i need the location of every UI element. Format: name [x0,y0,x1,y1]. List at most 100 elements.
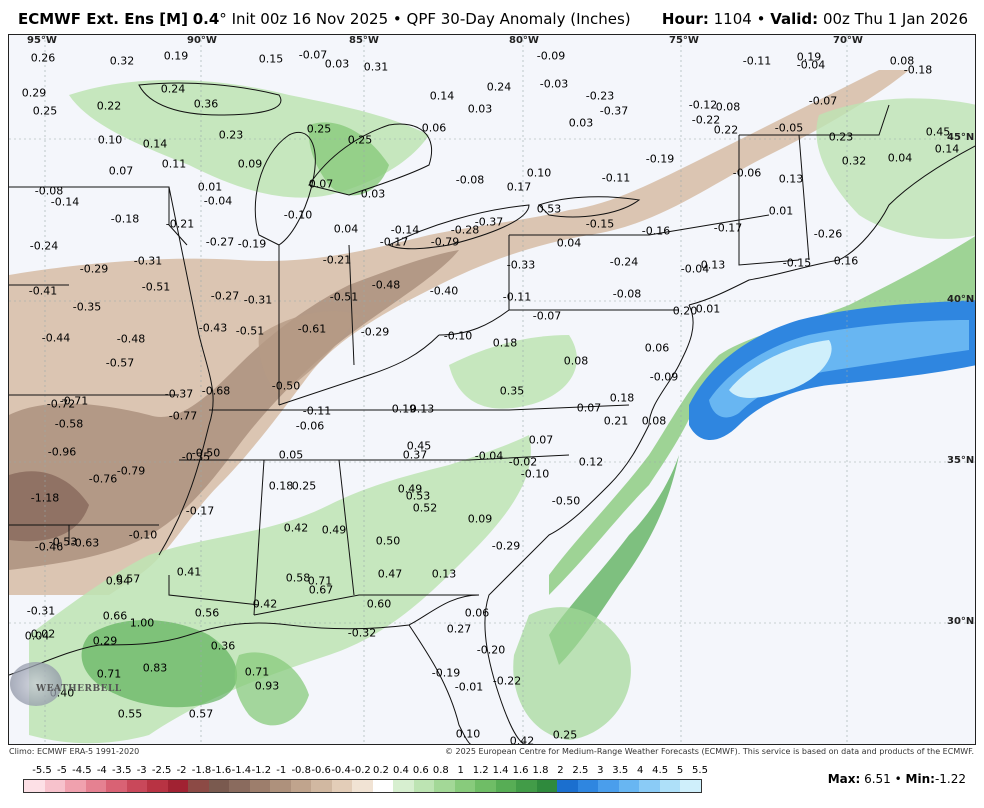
anomaly-value-label: -0.10 [444,330,472,343]
anomaly-value-label: -0.10 [129,529,157,542]
colorbar-tick-label: 1.8 [533,765,549,776]
anomaly-value-label: -0.40 [430,285,458,298]
lon-label-95w: 95°W [27,35,57,46]
separator-1: • [388,10,406,28]
anomaly-value-label: -0.43 [199,322,227,335]
map-canvas[interactable]: 95°W 90°W 85°W 80°W 75°W 70°W 45°N 40°N … [8,34,976,745]
colorbar-tick-label: -1 [276,765,286,776]
anomaly-value-label: 0.29 [22,87,47,100]
anomaly-value-label: 0.25 [33,105,58,118]
anomaly-value-label: 0.25 [292,480,317,493]
anomaly-value-label: 0.56 [195,607,220,620]
wet-area-new-england [816,98,976,238]
anomaly-value-label: 0.01 [769,205,794,218]
anomaly-value-label: 0.32 [110,55,135,68]
lat-label-30n: 30°N [947,616,974,627]
anomaly-value-label: 0.04 [888,152,913,165]
colorbar-swatch [496,780,517,792]
anomaly-value-label: -0.19 [646,153,674,166]
anomaly-value-label: -0.01 [455,681,483,694]
anomaly-value-label: 0.03 [361,188,386,201]
colorbar-tick-label: -2.5 [152,765,172,776]
anomaly-value-label: 0.18 [610,392,635,405]
colorbar-tick-label: 2.5 [572,765,588,776]
anomaly-value-label: 0.37 [403,449,428,462]
hour-label: Hour: [662,10,709,28]
colorbar-swatch [373,780,394,792]
anomaly-value-label: 0.55 [118,708,143,721]
colorbar-swatch [332,780,353,792]
anomaly-value-label: -0.17 [186,505,214,518]
anomaly-value-label: -0.23 [586,90,614,103]
anomaly-value-label: -0.24 [610,256,638,269]
colorbar-tick-label: -1.2 [252,765,272,776]
colorbar-swatch [578,780,599,792]
anomaly-value-label: -0.06 [296,420,324,433]
colorbar-tick-label: 0.6 [413,765,429,776]
model-name: ECMWF Ext. Ens [M] [18,10,188,28]
colorbar-swatch [250,780,271,792]
colorbar-tick-label: -4.5 [72,765,92,776]
anomaly-value-label: -0.29 [492,540,520,553]
anomaly-value-label: 0.03 [325,58,350,71]
anomaly-value-label: -0.76 [89,473,117,486]
colorbar-swatch [598,780,619,792]
anomaly-value-label: -0.33 [507,259,535,272]
anomaly-value-label: 0.01 [696,303,721,316]
colorbar-tick-label: -3 [137,765,147,776]
anomaly-value-label: -0.37 [165,388,193,401]
colorbar-tick-label: -3.5 [112,765,132,776]
anomaly-value-label: 0.29 [93,635,118,648]
anomaly-value-label: 0.93 [255,680,280,693]
anomaly-value-label: -0.09 [650,371,678,384]
anomaly-value-label: -0.10 [521,468,549,481]
colorbar-swatch [455,780,476,792]
colorbar-swatch [147,780,168,792]
anomaly-value-label: -0.19 [432,667,460,680]
colorbar-tick-label: -1.6 [212,765,232,776]
anomaly-value-label: -1.18 [31,492,59,505]
anomaly-value-label: 0.08 [642,415,667,428]
anomaly-value-label: 0.26 [31,52,56,65]
anomaly-value-label: 0.67 [309,584,334,597]
copyright-note: © 2025 European Centre for Medium-Range … [445,747,974,756]
anomaly-value-label: -0.18 [904,64,932,77]
anomaly-value-label: -0.51 [236,325,264,338]
lon-label-85w: 85°W [349,35,379,46]
anomaly-value-label: 0.36 [194,98,219,111]
anomaly-value-label: 0.57 [189,708,214,721]
anomaly-value-label: -0.04 [204,195,232,208]
anomaly-value-label: -0.50 [272,380,300,393]
anomaly-value-label: -0.03 [540,78,568,91]
anomaly-value-label: -0.37 [600,105,628,118]
anomaly-value-label: -0.06 [733,167,761,180]
resolution: 0.4 [193,10,220,28]
anomaly-value-label: -0.72 [47,398,75,411]
anomaly-value-label: -0.17 [380,236,408,249]
colorbar-swatch [393,780,414,792]
anomaly-value-label: 0.19 [164,50,189,63]
colorbar-swatch [619,780,640,792]
anomaly-value-label: 0.45 [926,126,951,139]
anomaly-value-label: 0.83 [143,662,168,675]
anomaly-value-label: 0.25 [307,123,332,136]
anomaly-value-label: 0.14 [430,90,455,103]
anomaly-value-label: 0.13 [432,568,457,581]
anomaly-value-label: 0.10 [98,134,123,147]
colorbar-tick-label: -5 [57,765,67,776]
anomaly-value-label: -0.46 [35,541,63,554]
title-right: Hour: 1104 • Valid: 00z Thu 1 Jan 2026 [662,10,968,28]
anomaly-value-label: 0.71 [97,668,122,681]
colorbar-tick-label: 4.5 [652,765,668,776]
anomaly-value-label: 0.32 [842,155,867,168]
anomaly-value-label: 0.12 [579,456,604,469]
max-min-readout: Max: 6.51 • Min:-1.22 [828,772,966,786]
anomaly-value-label: 0.08 [564,355,589,368]
anomaly-value-label: -0.79 [431,236,459,249]
colorbar-tick-label: 3.5 [612,765,628,776]
anomaly-value-label: -0.19 [238,238,266,251]
colorbar-swatch [414,780,435,792]
anomaly-value-label: -0.41 [29,285,57,298]
anomaly-value-label: -0.21 [166,218,194,231]
anomaly-value-label: 0.13 [779,173,804,186]
